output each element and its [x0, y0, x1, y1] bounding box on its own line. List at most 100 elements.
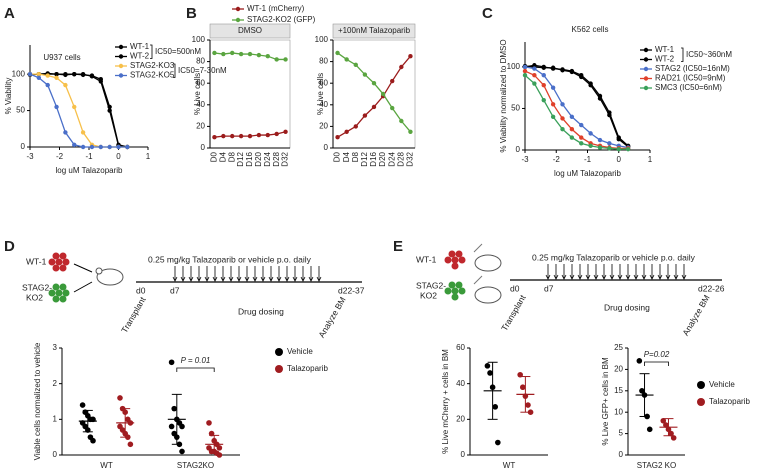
dose-arrowhead — [180, 276, 186, 282]
legend-label: RAD21 (IC50=9nM) — [655, 74, 726, 83]
legend-label: Talazoparib — [709, 397, 750, 406]
ko-cells — [444, 281, 466, 301]
y-tick-label: 3 — [53, 343, 58, 352]
data-point — [532, 73, 537, 78]
data-point — [247, 51, 253, 57]
panel-label: B — [186, 5, 197, 22]
facet-strip — [332, 23, 416, 39]
data-point — [45, 73, 50, 78]
dose-arrowhead — [236, 276, 242, 282]
syringe — [473, 275, 483, 285]
legend-marker — [118, 54, 124, 59]
data-point — [63, 72, 68, 78]
x-tick-label: D28 — [272, 151, 281, 166]
dose-arrowhead — [577, 274, 583, 280]
data-point — [353, 62, 358, 68]
y-tick-label: 80 — [196, 57, 205, 66]
data-point — [54, 104, 59, 110]
data-point — [353, 124, 358, 129]
series-line — [29, 73, 128, 148]
y-axis-label: % Viability — [4, 78, 13, 115]
data-point — [72, 142, 77, 148]
y-tick-label: 0 — [53, 450, 58, 459]
y-tick-label: 40 — [456, 379, 465, 388]
mouse — [96, 268, 124, 286]
legend-label: STAG2 (IC50=16nM) — [655, 64, 730, 73]
y-tick-label: 20 — [456, 414, 465, 423]
dose-arrowhead — [316, 276, 322, 282]
data-point — [646, 426, 653, 433]
arrow — [73, 263, 93, 273]
data-point — [597, 137, 603, 143]
wt-cells — [444, 250, 466, 270]
schematic-e: WT-1 STAG2- KO2 0.25 mg/kg Talazoparib o… — [416, 243, 725, 337]
dose-arrowhead — [633, 274, 639, 280]
data-point — [532, 81, 537, 86]
legend-label: WT-1 — [130, 42, 150, 51]
data-point — [639, 388, 645, 394]
y-axis-label: % Viability normalized to DMSO — [499, 39, 508, 152]
data-point — [569, 135, 575, 140]
data-point — [371, 104, 377, 110]
series-line — [524, 66, 629, 149]
y-axis-label: Viable cells normalized to vehicle — [33, 342, 42, 460]
y-tick-label: 20 — [614, 365, 623, 374]
data-point — [107, 108, 112, 113]
data-point — [588, 131, 593, 136]
data-point — [597, 145, 603, 150]
dose-arrowhead — [172, 276, 178, 282]
step-label: Analyze BM — [316, 295, 347, 339]
data-point — [256, 132, 262, 138]
x-tick-label: D8 — [227, 151, 236, 162]
legend-label: WT-2 — [655, 55, 675, 64]
data-point — [616, 137, 621, 142]
x-axis-label: log uM Talazoparib — [554, 169, 622, 178]
data-point — [579, 122, 584, 128]
data-point — [54, 71, 59, 77]
x-tick-label: D32 — [281, 151, 290, 166]
data-point — [107, 144, 112, 150]
x-tick-label: WT — [503, 461, 516, 470]
series-line — [30, 73, 128, 148]
data-point — [525, 402, 531, 408]
ko-cells — [48, 283, 70, 303]
p-value: P=0.02 — [644, 350, 670, 359]
dose-arrowhead — [673, 274, 679, 280]
data-point — [390, 105, 395, 111]
data-point — [579, 141, 584, 146]
data-point — [541, 97, 546, 103]
x-tick-label: D24 — [263, 151, 272, 166]
data-point — [560, 127, 565, 132]
step-label: Drug dosing — [238, 306, 284, 316]
cell-label: STAG2- — [416, 280, 446, 290]
legend-marker — [643, 66, 649, 72]
data-point — [625, 146, 631, 152]
data-point — [168, 423, 175, 430]
data-point — [495, 439, 501, 446]
x-tick-label: D32 — [406, 151, 415, 166]
day-label: d22-26 — [698, 283, 725, 293]
data-point — [487, 370, 493, 376]
legend-marker — [643, 57, 649, 62]
x-tick-label: -3 — [521, 155, 529, 164]
data-point — [179, 423, 185, 430]
data-point — [125, 144, 130, 150]
data-point — [90, 437, 96, 444]
annotation-bracket — [150, 44, 153, 59]
dose-arrowhead — [196, 276, 202, 282]
mouse — [474, 254, 502, 272]
y-axis-label: % Live GFP+ cells in BM — [601, 357, 610, 446]
data-point — [89, 144, 95, 150]
significance-bracket — [176, 367, 215, 372]
data-point — [636, 358, 643, 364]
data-point — [670, 435, 677, 441]
legend-marker — [235, 6, 241, 12]
y-tick-label: 100 — [315, 35, 329, 44]
dose-arrowhead — [188, 276, 194, 282]
data-point — [80, 144, 86, 150]
legend-marker — [643, 76, 649, 81]
data-point — [256, 52, 262, 58]
y-tick-label: 10 — [614, 407, 623, 416]
step-label: Drug dosing — [604, 302, 650, 312]
panel-label: E — [393, 238, 403, 255]
